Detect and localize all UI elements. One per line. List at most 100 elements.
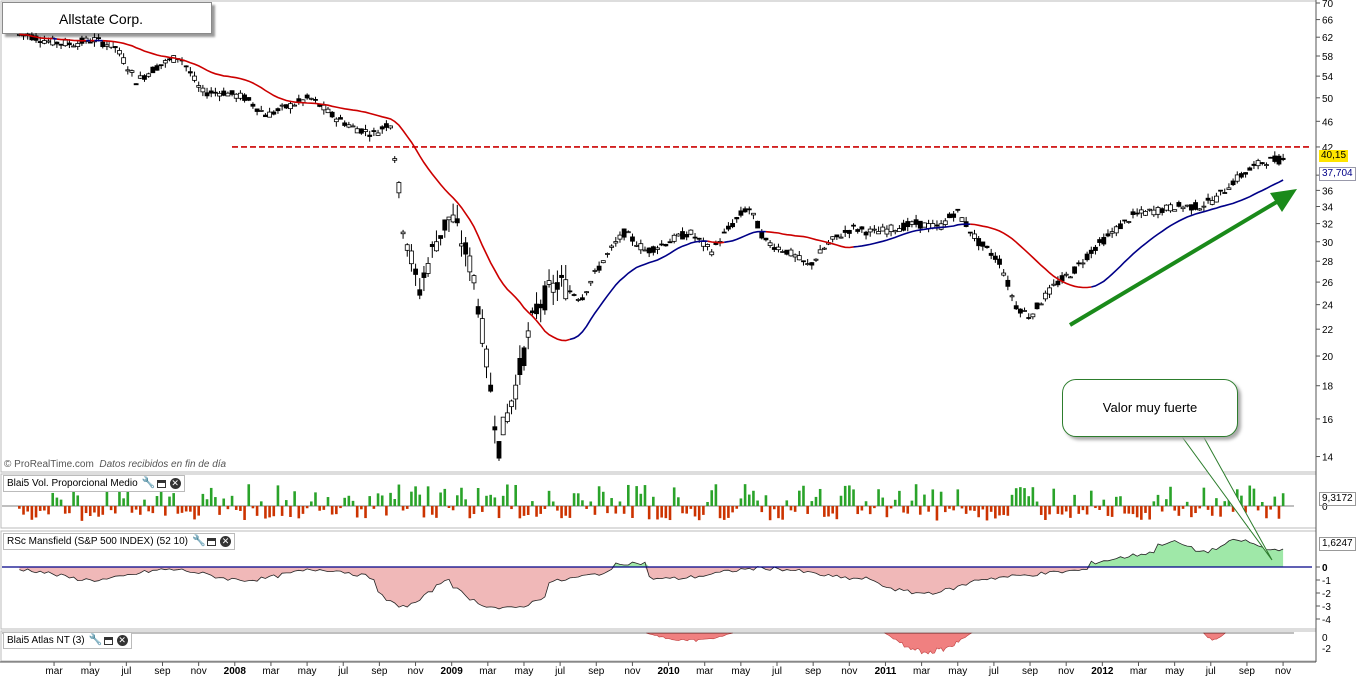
candle-body xyxy=(233,93,239,99)
volume-bar-down xyxy=(335,506,338,515)
mansfield-positive-area xyxy=(19,539,1284,567)
candle-body xyxy=(688,229,694,235)
candle-body xyxy=(588,280,594,284)
volume-bar-down xyxy=(806,506,809,514)
candle-body xyxy=(609,245,615,248)
mansfield-negative-area xyxy=(19,567,1284,609)
volume-bar-up xyxy=(118,489,121,506)
volume-bar-up xyxy=(1031,487,1035,506)
candle-body xyxy=(133,83,139,86)
candle-body xyxy=(150,66,156,74)
volume-bar-up xyxy=(1115,496,1118,506)
window-icon[interactable] xyxy=(207,537,217,546)
volume-bar-up xyxy=(572,493,576,506)
volume-bar-up xyxy=(610,498,613,506)
atlas-area xyxy=(646,632,733,643)
volume-bar-down xyxy=(614,506,618,514)
candle-body xyxy=(221,90,227,96)
volume-bar-down xyxy=(18,506,21,509)
volume-bar-down xyxy=(322,506,326,510)
candle-body xyxy=(617,234,623,240)
trend-arrow-head xyxy=(1270,189,1297,212)
volume-bar-down xyxy=(873,506,876,509)
volume-bar-down xyxy=(1064,506,1068,512)
candle-body xyxy=(559,274,564,278)
candle-body xyxy=(50,37,56,46)
candle-body xyxy=(479,318,485,344)
volume-bar-down xyxy=(297,506,301,519)
mansfield-value-tag: 1,6247 xyxy=(1319,537,1356,551)
candle-body xyxy=(830,236,836,240)
volume-bar-up xyxy=(393,499,397,506)
close-icon[interactable]: ✕ xyxy=(169,478,181,489)
volume-bar-up xyxy=(376,493,380,506)
candle-body xyxy=(584,291,589,294)
ma-line-down xyxy=(56,38,87,42)
close-icon[interactable]: ✕ xyxy=(220,536,232,547)
volume-bar-down xyxy=(693,506,697,517)
y-tick-label: 54 xyxy=(1322,72,1334,83)
window-icon[interactable] xyxy=(156,479,166,488)
candle-body xyxy=(721,231,727,234)
candle-body xyxy=(83,37,89,42)
volume-bar-down xyxy=(234,506,238,510)
wrench-icon[interactable]: 🔧 xyxy=(88,634,103,646)
volume-bar-up xyxy=(576,493,580,506)
volume-bar-up xyxy=(209,487,213,506)
candle-body xyxy=(1097,239,1103,243)
x-tick-label: jul xyxy=(988,666,999,676)
candle-body xyxy=(667,241,673,244)
volume-bar-down xyxy=(101,506,105,515)
volume-bar-up xyxy=(843,485,847,506)
candle-body xyxy=(62,39,68,47)
candle-body xyxy=(634,244,640,247)
volume-bar-down xyxy=(301,506,305,514)
volume-bar-up xyxy=(672,487,676,506)
volume-bar-down xyxy=(973,506,976,511)
candle-body xyxy=(1259,162,1265,164)
candle-body xyxy=(346,124,352,128)
candle-body xyxy=(1047,287,1052,295)
volume-bar-down xyxy=(689,506,693,509)
wrench-icon[interactable]: 🔧 xyxy=(192,535,206,547)
candle-body xyxy=(425,263,431,274)
volume-bar-down xyxy=(1094,506,1097,509)
volume-bar-down xyxy=(1056,506,1060,514)
volume-bar-down xyxy=(30,506,34,520)
candle-body xyxy=(788,249,794,257)
volume-bar-up xyxy=(881,497,885,506)
x-tick-label: may xyxy=(1165,666,1184,676)
candle-body xyxy=(204,92,210,97)
candle-body xyxy=(575,299,581,301)
candle-body xyxy=(855,229,861,232)
candle-body xyxy=(1009,295,1015,298)
volume-bar-up xyxy=(818,488,822,506)
x-tick-label: sep xyxy=(1022,666,1039,676)
close-icon[interactable]: ✕ xyxy=(116,635,128,646)
atlas-label-text: Blai5 Atlas NT (3) xyxy=(7,635,85,646)
wrench-icon[interactable]: 🔧 xyxy=(141,477,156,489)
volume-bar-down xyxy=(139,506,142,515)
candle-body xyxy=(1026,317,1032,319)
y-tick-label: 28 xyxy=(1322,257,1334,268)
y-tick-label: 18 xyxy=(1322,382,1334,393)
volume-bar-up xyxy=(739,498,743,506)
candle-body xyxy=(200,87,206,93)
candle-body xyxy=(1276,155,1282,165)
candle-body xyxy=(37,41,43,43)
window-icon[interactable] xyxy=(103,636,113,645)
volume-bar-down xyxy=(264,506,267,519)
volume-bar-down xyxy=(1140,506,1143,520)
volume-bar-down xyxy=(535,506,538,517)
ma-line-up xyxy=(724,230,766,244)
last-price-tag: 40,15 xyxy=(1319,150,1349,162)
x-axis: mar may jul sep nov 2008 mar may jul sep nov 2009 ma… xyxy=(0,661,1316,676)
candle-body xyxy=(851,224,856,227)
candle-body xyxy=(333,118,339,123)
candle-body xyxy=(329,111,335,118)
candle-body xyxy=(984,245,990,248)
candle-body xyxy=(442,219,448,231)
candle-body xyxy=(117,50,122,55)
candle-body xyxy=(1138,209,1144,214)
candle-body xyxy=(1172,209,1178,212)
